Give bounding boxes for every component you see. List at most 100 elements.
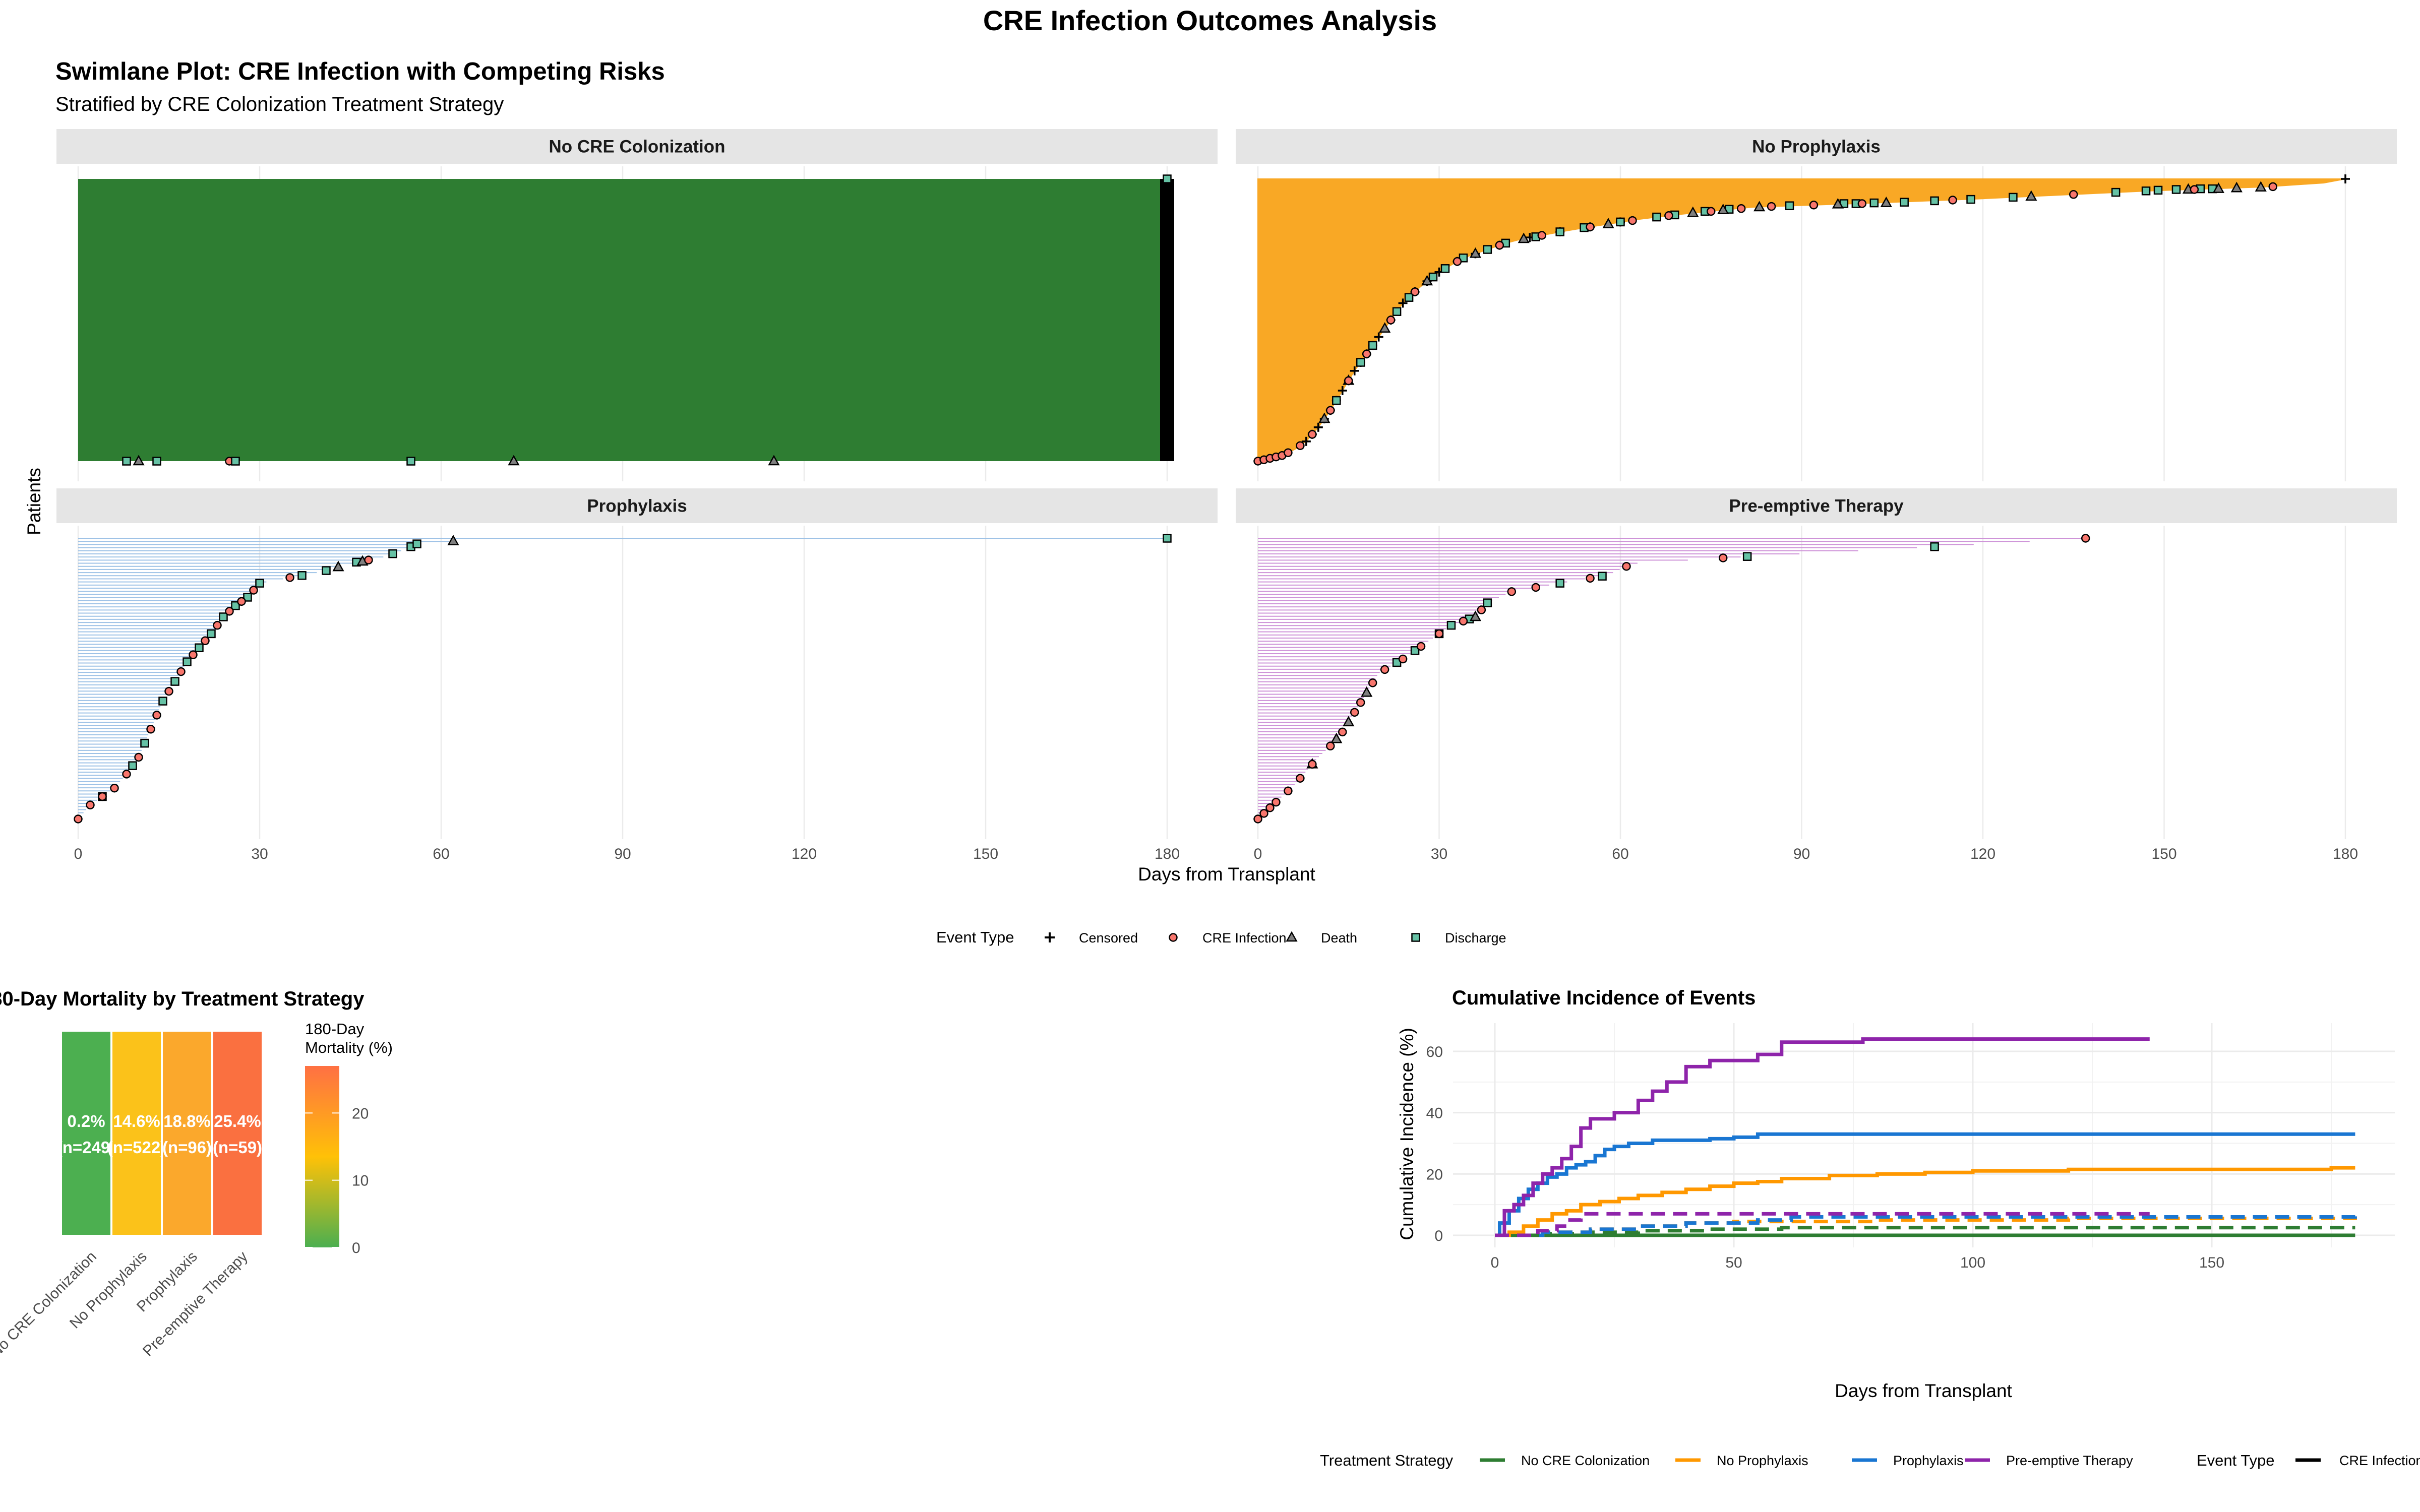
event-death — [1330, 732, 1343, 743]
event-censored — [1398, 298, 1408, 308]
x-axis-title: Days from Transplant — [1138, 864, 1315, 885]
legend-entry-no-cre-colonization: No CRE Colonization — [1480, 1453, 1650, 1468]
event-cre-infection — [1308, 760, 1317, 769]
legend-label: No CRE Colonization — [1521, 1453, 1650, 1468]
x-tick-label: 120 — [792, 846, 817, 862]
legend-entry-cre-infection: CRE Infection — [1169, 930, 1287, 946]
tile-n-label: (n=249) — [57, 1138, 115, 1157]
event-death — [2025, 190, 2037, 201]
event-cre-infection — [152, 711, 161, 720]
event-cre-infection — [1459, 616, 1468, 626]
event-censored — [1313, 422, 1323, 432]
event-cre-infection — [285, 573, 294, 582]
event-discharge — [2171, 185, 2181, 194]
series-pre-emptive-therapy-competing — [1495, 1212, 2150, 1237]
y-tick-label: 20 — [1426, 1166, 1443, 1183]
event-discharge — [1368, 341, 1377, 350]
event-cre-infection — [122, 770, 131, 779]
event-death — [1379, 322, 1391, 333]
event-cre-infection — [201, 636, 210, 646]
strip — [1236, 129, 2397, 164]
event-cre-infection — [1767, 202, 1776, 211]
event-cre-infection — [1386, 316, 1396, 325]
legend-label: Pre-emptive Therapy — [2006, 1453, 2133, 1468]
legend-entry-death: Death — [1286, 930, 1357, 946]
event-cre-infection — [1398, 654, 1408, 664]
strip-label: Pre-emptive Therapy — [1729, 496, 1904, 516]
event-death — [2255, 181, 2267, 192]
patient-lines — [78, 538, 1167, 816]
colorbar-title-line1: 180-Day — [305, 1020, 365, 1038]
event-cre-infection — [1707, 207, 1716, 216]
event-death — [508, 455, 520, 466]
event-discharge — [388, 549, 397, 558]
y-tick-label: 40 — [1426, 1105, 1443, 1122]
y-tick-label: 60 — [1426, 1044, 1443, 1060]
heatmap-title: 180-Day Mortality by Treatment Strategy — [0, 988, 365, 1010]
event-death — [447, 535, 459, 545]
colorbar-tick-label: 20 — [352, 1105, 369, 1122]
figure-suptitle: CRE Infection Outcomes Analysis — [983, 5, 1437, 36]
event-death — [1880, 197, 1892, 207]
censored-markers — [1160, 179, 1174, 461]
swimlane-plot: No CRE Colonization No Prophylaxis Prophyl… — [24, 129, 2397, 946]
tile-value-label: 0.2% — [67, 1112, 105, 1130]
event-discharge — [255, 579, 264, 588]
tile-n-label: (n=96) — [162, 1138, 212, 1157]
event-death — [2230, 181, 2243, 193]
legend-label: No Prophylaxis — [1717, 1453, 1808, 1468]
event-discharge — [297, 571, 307, 580]
strip-label: No CRE Colonization — [549, 137, 725, 157]
event-cre-infection — [1350, 708, 1359, 717]
event-discharge — [183, 657, 192, 666]
event-discharge — [1555, 227, 1564, 236]
event-discharge — [2141, 186, 2151, 196]
event-cre-infection — [1416, 642, 1426, 651]
event-cre-infection — [1362, 349, 1371, 358]
event-cre-infection — [1586, 222, 1595, 231]
event-death — [1687, 206, 1699, 217]
series-pre-emptive-therapy-cre-infection — [1495, 1037, 2150, 1237]
x-tick-label: 180 — [1155, 846, 1180, 862]
event-cre-infection — [189, 650, 198, 659]
event-death — [1469, 247, 1482, 258]
event-cre-infection — [1948, 196, 1957, 205]
event-cre-infection — [364, 555, 373, 564]
event-cre-infection — [74, 814, 83, 824]
event-discharge — [219, 612, 228, 621]
event-discharge — [1440, 264, 1450, 273]
x-tick-label: 0 — [1491, 1254, 1499, 1271]
x-tick-label: 30 — [1431, 846, 1447, 862]
event-cre-infection — [1253, 814, 1262, 824]
tile-n-label: (n=59) — [213, 1138, 262, 1157]
tile-value-label: 14.6% — [113, 1112, 160, 1130]
event-cre-infection — [1809, 201, 1819, 210]
event-discharge — [1930, 542, 1939, 551]
x-tick-label: 180 — [2333, 846, 2358, 862]
legend-entry-prophylaxis: Prophylaxis — [1852, 1453, 1964, 1468]
patient-bars — [78, 179, 1167, 461]
event-discharge — [1483, 245, 1492, 254]
legend-label: Death — [1321, 930, 1357, 946]
event-cre-infection — [2268, 182, 2277, 192]
x-tick-label: 120 — [1970, 846, 1995, 862]
series-prophylaxis-cre-infection — [1495, 1132, 2355, 1237]
x-tick-label: 150 — [2199, 1254, 2224, 1271]
x-tick-label: 150 — [2151, 846, 2176, 862]
x-tick-label: 90 — [614, 846, 631, 862]
event-discharge — [1356, 358, 1365, 367]
legend-key-death — [1286, 931, 1298, 942]
event-cre-infection — [1477, 605, 1486, 614]
swimlane-legend: Event Type Censored CRE Infection Death Disc… — [936, 928, 1506, 946]
event-cre-infection — [1338, 727, 1347, 737]
x-axis-title: Days from Transplant — [1835, 1380, 2012, 1401]
event-cre-infection — [1356, 698, 1365, 707]
event-discharge — [1404, 293, 1414, 302]
event-cre-infection — [86, 800, 95, 809]
event-censored — [1301, 436, 1311, 446]
event-death — [133, 455, 145, 466]
x-tick-label: 150 — [973, 846, 998, 862]
tile-n-label: (n=522) — [107, 1138, 166, 1157]
event-cre-infection — [146, 725, 155, 734]
event-death — [1469, 610, 1482, 621]
